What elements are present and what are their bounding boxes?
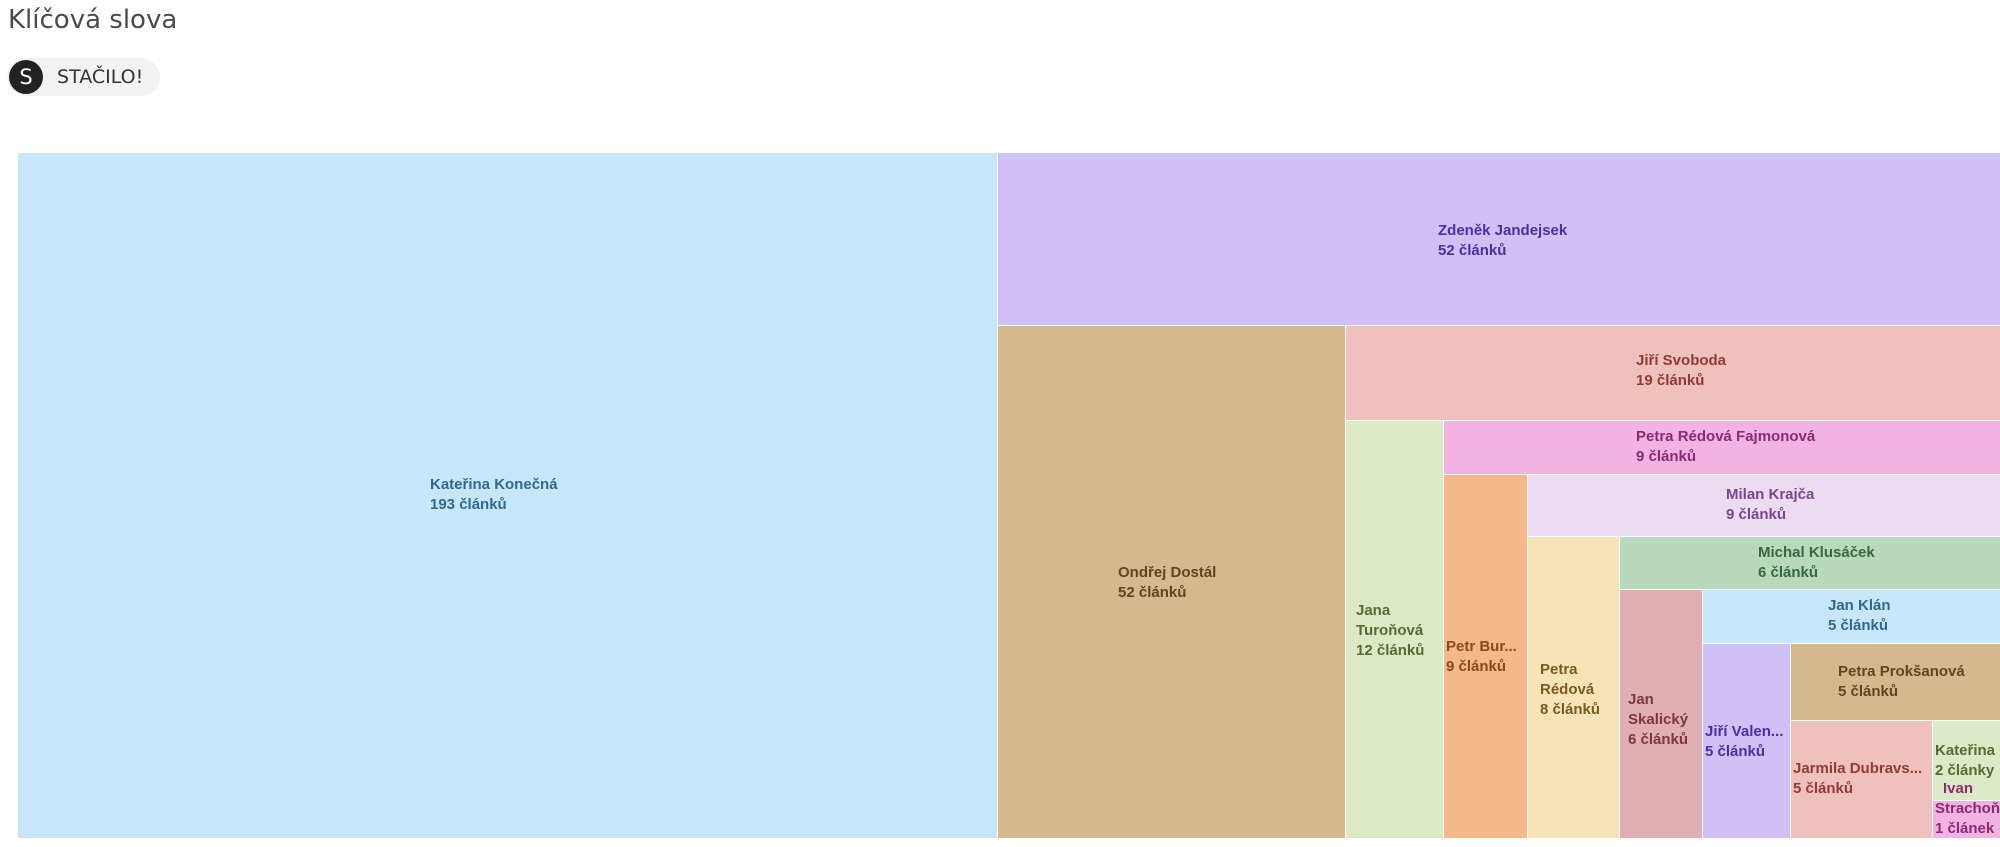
treemap-tile-label: Zdeněk Jandejsek 52 článků — [1438, 221, 1567, 261]
tile-name: Zdeněk Jandejsek — [1438, 222, 1568, 239]
tile-value: 5 článků — [1828, 617, 1889, 634]
treemap-tile-label: Jiří Valen... 5 článků — [1705, 722, 1783, 762]
tile-name: Petra Prokšanová — [1838, 663, 1965, 680]
treemap-tile-ivan-strachon[interactable]: Ivan Strachoň 1 článek — [1933, 780, 2000, 839]
treemap-tile-label: Ivan Strachoň 1 článek — [1935, 779, 2000, 839]
tile-name: Petr Bur... — [1446, 638, 1517, 655]
filter-chip[interactable]: S STAČILO! — [7, 58, 160, 96]
treemap-tile-jarmila-dubravska[interactable]: Jarmila Dubravs... 5 článků — [1791, 721, 1933, 839]
treemap-tile-jan-klan[interactable]: Jan Klán 5 článků — [1703, 590, 2000, 644]
tile-value: 5 článků — [1838, 683, 1899, 700]
treemap-tile-zdenek-jandejsek[interactable]: Zdeněk Jandejsek 52 článků — [998, 153, 2000, 326]
treemap-tile-ondrej-dostal[interactable]: Ondřej Dostál 52 článků — [998, 326, 1346, 839]
avatar: S — [9, 60, 43, 94]
treemap-tile-jiri-valenta[interactable]: Jiří Valen... 5 článků — [1703, 644, 1791, 839]
treemap-tile-petra-redova[interactable]: Petra Rédová 8 článků — [1528, 537, 1620, 839]
tile-name: Ivan — [1943, 780, 1974, 797]
treemap-tile-label: Petra Rédová Fajmonová 9 článků — [1636, 427, 1815, 467]
treemap-tile-label: Michal Klusáček 6 článků — [1758, 543, 1875, 583]
tile-value: 2 články — [1935, 762, 1995, 779]
treemap-tile-label: Jan Skalický 6 článků — [1628, 690, 1688, 750]
treemap-tile-jana-turonova[interactable]: Jana Turoňová 12 článků — [1346, 421, 1444, 839]
treemap-tile-michal-klusacek[interactable]: Michal Klusáček 6 článků — [1620, 537, 2000, 590]
tile-name: Jarmila Dubravs... — [1793, 760, 1923, 777]
tile-value: 193 článků — [430, 496, 507, 513]
tile-value: 9 článků — [1636, 448, 1697, 465]
tile-value: 8 článků — [1540, 701, 1601, 718]
tile-name: Ondřej Dostál — [1118, 564, 1217, 581]
tile-value: 5 článků — [1793, 780, 1854, 797]
tile-value: 52 článků — [1118, 584, 1187, 601]
treemap-tile-label: Petr Bur... 9 článků — [1446, 637, 1517, 677]
treemap-tile-petra-redova-fajmonova[interactable]: Petra Rédová Fajmonová 9 článků — [1444, 421, 2000, 475]
treemap-tile-label: Kateřina ... 2 články — [1935, 741, 2000, 781]
treemap-tile-label: Petra Rédová 8 článků — [1540, 660, 1600, 720]
treemap-tile-katerina-konecna[interactable]: Kateřina Konečná 193 článků — [18, 153, 998, 839]
tile-name: Jana — [1356, 602, 1391, 619]
treemap-tile-label: Kateřina Konečná 193 článků — [430, 475, 558, 515]
treemap-tile-katerina-2[interactable]: Kateřina ... 2 články — [1933, 721, 2000, 801]
treemap-chart: Kateřina Konečná 193 článků Zdeněk Jandejs… — [18, 153, 2000, 839]
tile-name: Petra — [1540, 661, 1578, 678]
treemap-tile-label: Milan Krajča 9 článků — [1726, 485, 1814, 525]
treemap-tile-label: Jana Turoňová 12 článků — [1356, 601, 1424, 661]
tile-name: Jiří Svoboda — [1636, 352, 1727, 369]
tile-name: Michal Klusáček — [1758, 544, 1875, 561]
page-title: Klíčová slova — [8, 5, 178, 35]
treemap-tile-petra-roksanova[interactable]: Petra Prokšanová 5 článků — [1791, 644, 2000, 721]
tile-value: 12 článků — [1356, 642, 1425, 659]
tile-value: 9 článků — [1726, 506, 1787, 523]
tile-name: Kateřina ... — [1935, 742, 2000, 759]
treemap-tile-label: Jan Klán 5 článků — [1828, 596, 1891, 636]
tile-name: Jan — [1628, 691, 1654, 708]
tile-name: Kateřina Konečná — [430, 476, 558, 493]
treemap-tile-milan-krajca[interactable]: Milan Krajča 9 článků — [1528, 475, 2000, 537]
tile-name: Milan Krajča — [1726, 486, 1815, 503]
treemap-tile-label: Petra Prokšanová 5 článků — [1838, 662, 1965, 702]
tile-value: 52 článků — [1438, 242, 1507, 259]
tile-name: Rédová — [1540, 681, 1595, 698]
treemap-tile-jan-skalicky[interactable]: Jan Skalický 6 článků — [1620, 590, 1703, 839]
treemap-tile-petr-burianek[interactable]: Petr Bur... 9 článků — [1444, 475, 1528, 839]
filter-chip-label: STAČILO! — [57, 66, 144, 88]
tile-name: Strachoň — [1935, 800, 2000, 817]
tile-name: Turoňová — [1356, 622, 1424, 639]
tile-name: Petra Rédová Fajmonová — [1636, 428, 1816, 445]
tile-name: Jiří Valen... — [1705, 723, 1784, 740]
tile-value: 6 článků — [1758, 564, 1819, 581]
tile-name: Jan Klán — [1828, 597, 1891, 614]
treemap-tile-label: Jarmila Dubravs... 5 článků — [1793, 759, 1922, 799]
treemap-tile-label: Ondřej Dostál 52 článků — [1118, 563, 1216, 603]
tile-value: 6 článků — [1628, 731, 1689, 748]
tile-value: 9 článků — [1446, 658, 1507, 675]
tile-value: 1 článek — [1935, 820, 1995, 837]
tile-value: 5 článků — [1705, 743, 1766, 760]
treemap-tile-label: Jiří Svoboda 19 článků — [1636, 351, 1726, 391]
tile-name: Skalický — [1628, 711, 1689, 728]
treemap-tile-jiri-svoboda[interactable]: Jiří Svoboda 19 článků — [1346, 326, 2000, 421]
tile-value: 19 článků — [1636, 372, 1705, 389]
